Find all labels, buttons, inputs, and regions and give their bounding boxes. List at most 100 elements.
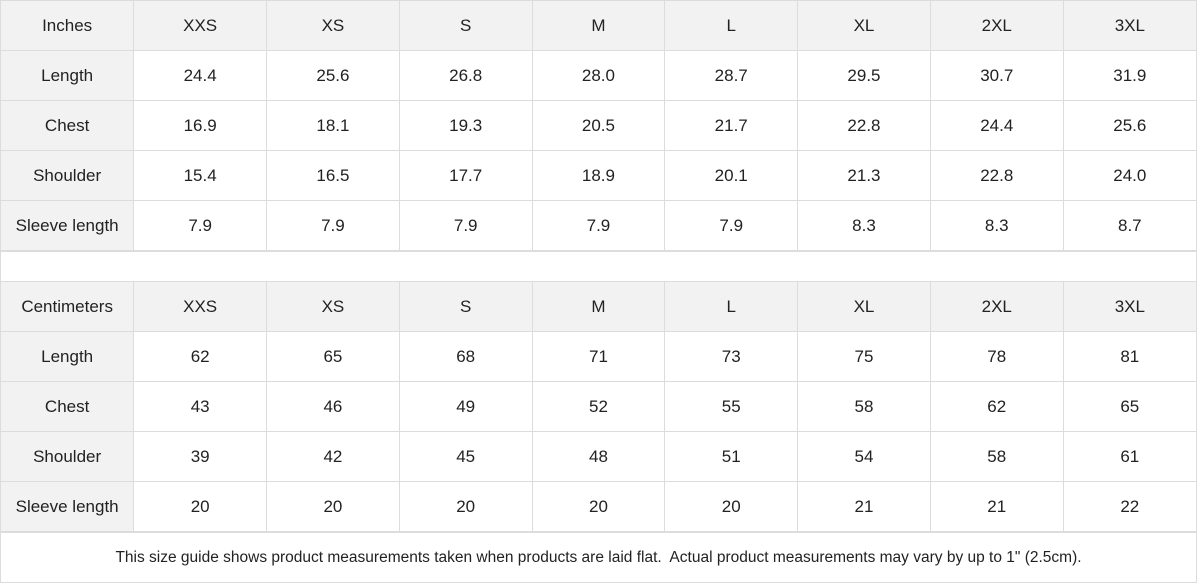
measurement-value: 24.4: [929, 100, 1064, 151]
measurement-label: Length: [1, 331, 135, 382]
size-header: XL: [797, 282, 931, 332]
measurement-label: Sleeve length: [1, 481, 135, 532]
header-row: Centimeters XXS XS S M L XL 2XL 3XL: [1, 282, 1196, 332]
table-row: Shoulder 15.4 16.5 17.7 18.9 20.1 21.3 22.8 24.0: [1, 150, 1196, 201]
measurement-value: 42: [266, 431, 400, 482]
measurement-value: 16.5: [266, 150, 400, 201]
table-row: Length 62 65 68 71 73 75 78 81: [1, 331, 1196, 382]
measurement-value: 16.9: [133, 100, 268, 151]
measurement-value: 73: [664, 331, 799, 382]
measurement-value: 43: [133, 381, 268, 432]
measurement-value: 68: [398, 331, 533, 382]
size-header: L: [664, 282, 799, 332]
measurement-value: 18.9: [531, 150, 666, 201]
table-row: Chest 16.9 18.1 19.3 20.5 21.7 22.8 24.4 25.6: [1, 100, 1196, 151]
measurement-value: 20: [398, 481, 533, 532]
measurement-value: 28.0: [531, 50, 666, 101]
measurement-value: 51: [664, 431, 799, 482]
measurement-value: 21: [797, 481, 931, 532]
measurement-value: 22: [1062, 481, 1196, 532]
size-header: XXS: [133, 282, 268, 332]
table-row: Sleeve length 7.9 7.9 7.9 7.9 7.9 8.3 8.3 8.7: [1, 200, 1196, 251]
measurement-label: Chest: [1, 100, 135, 151]
measurement-value: 29.5: [797, 50, 931, 101]
measurement-value: 61: [1062, 431, 1196, 482]
centimeters-table: Centimeters XXS XS S M L XL 2XL 3XL Length 62 65 68 7…: [1, 282, 1196, 532]
measurement-label: Length: [1, 50, 135, 101]
measurement-label: Chest: [1, 381, 135, 432]
measurement-label: Shoulder: [1, 431, 135, 482]
measurement-value: 21.3: [797, 150, 931, 201]
inches-table: Inches XXS XS S M L XL 2XL 3XL Length 24.4 25.6 26.8…: [1, 1, 1196, 251]
table-row: Sleeve length 20 20 20 20 20 21 21 22: [1, 481, 1196, 532]
measurement-value: 39: [133, 431, 268, 482]
measurement-value: 26.8: [398, 50, 533, 101]
size-header: 3XL: [1062, 1, 1196, 51]
measurement-value: 24.0: [1062, 150, 1196, 201]
measurement-value: 20: [664, 481, 799, 532]
size-header: M: [531, 1, 666, 51]
measurement-value: 22.8: [797, 100, 931, 151]
measurement-value: 65: [266, 331, 400, 382]
measurement-value: 28.7: [664, 50, 799, 101]
measurement-label: Shoulder: [1, 150, 135, 201]
measurement-value: 18.1: [266, 100, 400, 151]
measurement-value: 15.4: [133, 150, 268, 201]
measurement-value: 49: [398, 381, 533, 432]
size-header: L: [664, 1, 799, 51]
size-header: XXS: [133, 1, 268, 51]
measurement-value: 7.9: [133, 200, 268, 251]
measurement-value: 71: [531, 331, 666, 382]
measurement-value: 65: [1062, 381, 1196, 432]
size-header: XL: [797, 1, 931, 51]
measurement-value: 54: [797, 431, 931, 482]
measurement-value: 8.3: [797, 200, 931, 251]
measurement-value: 21: [929, 481, 1064, 532]
size-header: 2XL: [929, 282, 1064, 332]
measurement-value: 21.7: [664, 100, 799, 151]
measurement-value: 62: [133, 331, 268, 382]
table-spacer: [1, 251, 1196, 282]
size-header: XS: [266, 282, 400, 332]
size-header: S: [398, 1, 533, 51]
size-header: 3XL: [1062, 282, 1196, 332]
measurement-value: 20: [133, 481, 268, 532]
measurement-value: 20: [266, 481, 400, 532]
measurement-value: 17.7: [398, 150, 533, 201]
table-row: Chest 43 46 49 52 55 58 62 65: [1, 381, 1196, 432]
measurement-value: 19.3: [398, 100, 533, 151]
unit-header: Inches: [1, 1, 135, 51]
table-row: Length 24.4 25.6 26.8 28.0 28.7 29.5 30.7 31.9: [1, 50, 1196, 101]
size-header: 2XL: [929, 1, 1064, 51]
measurement-value: 7.9: [664, 200, 799, 251]
measurement-value: 58: [797, 381, 931, 432]
table-row: Shoulder 39 42 45 48 51 54 58 61: [1, 431, 1196, 482]
measurement-value: 7.9: [266, 200, 400, 251]
size-header: S: [398, 282, 533, 332]
measurement-value: 7.9: [531, 200, 666, 251]
size-header: XS: [266, 1, 400, 51]
measurement-value: 7.9: [398, 200, 533, 251]
measurement-value: 46: [266, 381, 400, 432]
measurement-value: 62: [929, 381, 1064, 432]
measurement-value: 22.8: [929, 150, 1064, 201]
size-header: M: [531, 282, 666, 332]
measurement-label: Sleeve length: [1, 200, 135, 251]
header-row: Inches XXS XS S M L XL 2XL 3XL: [1, 1, 1196, 51]
measurement-value: 25.6: [1062, 100, 1196, 151]
measurement-value: 31.9: [1062, 50, 1196, 101]
measurement-value: 25.6: [266, 50, 400, 101]
measurement-value: 52: [531, 381, 666, 432]
unit-header: Centimeters: [1, 282, 135, 332]
measurement-value: 20.5: [531, 100, 666, 151]
measurement-value: 78: [929, 331, 1064, 382]
measurement-value: 20.1: [664, 150, 799, 201]
measurement-value: 8.7: [1062, 200, 1196, 251]
measurement-value: 24.4: [133, 50, 268, 101]
size-guide-note: This size guide shows product measuremen…: [1, 532, 1196, 582]
measurement-value: 8.3: [929, 200, 1064, 251]
measurement-value: 20: [531, 481, 666, 532]
measurement-value: 45: [398, 431, 533, 482]
measurement-value: 48: [531, 431, 666, 482]
